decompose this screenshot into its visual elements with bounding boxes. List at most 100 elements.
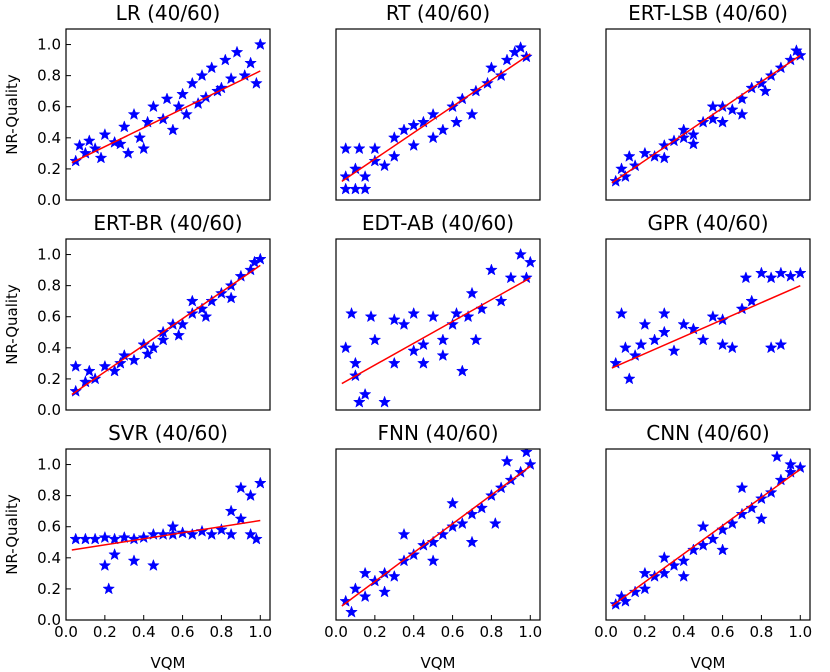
axes-frame: [65, 28, 271, 201]
scatter-point: [253, 252, 267, 265]
scatter-point: [523, 457, 537, 470]
scatter-point: [114, 137, 127, 150]
scatter-point: [407, 344, 421, 357]
scatter-point: [147, 99, 160, 113]
scatter-point: [88, 532, 102, 545]
fit-line: [611, 284, 801, 369]
scatter-point: [485, 263, 498, 276]
axes-frame: [335, 28, 541, 201]
scatter-point: [735, 481, 749, 494]
scatter-point: [166, 519, 180, 533]
scatter-point: [98, 359, 112, 372]
subplot-5: GPR (40/60): [605, 211, 811, 411]
scatter-point: [156, 527, 170, 540]
y-tick-label: 0.8: [37, 67, 61, 85]
scatter-point: [687, 543, 700, 556]
x-tick-label: 0.2: [93, 623, 117, 641]
fit-line: [341, 465, 531, 607]
scatter-points: [69, 476, 267, 595]
scatter-point: [69, 532, 83, 545]
y-tick-label: 0.4: [37, 129, 61, 147]
scatter-point: [224, 71, 238, 85]
scatter-point: [244, 488, 257, 502]
scatter-point: [387, 356, 401, 369]
scatter-point: [127, 554, 141, 567]
scatter-point: [696, 519, 710, 533]
scatter-point: [523, 255, 537, 268]
scatter-point: [195, 302, 209, 315]
scatter-point: [147, 341, 160, 354]
y-tick-label: 0.4: [37, 339, 61, 357]
subplot-title: SVR (40/60): [108, 421, 228, 445]
scatter-point: [244, 527, 257, 540]
scatter-points: [609, 266, 807, 385]
scatter-point: [520, 271, 533, 284]
subplot-title: LR (40/60): [116, 1, 221, 25]
scatter-points: [609, 44, 807, 187]
scatter-point: [745, 501, 759, 514]
scatter-point: [339, 341, 353, 354]
scatter-point: [667, 344, 681, 357]
scatter-point: [455, 516, 469, 530]
scatter-point: [436, 333, 450, 346]
scatter-point: [224, 527, 238, 540]
scatter-point: [417, 356, 430, 369]
scatter-point: [770, 450, 784, 463]
axes-frame: [65, 238, 271, 411]
scatter-point: [764, 271, 778, 284]
scatter-point: [397, 123, 411, 136]
axes-frame: [335, 448, 541, 621]
scatter-point: [79, 532, 92, 545]
x-tick-label: 0.8: [479, 623, 503, 641]
scatter-point: [677, 131, 691, 144]
fit-line: [611, 54, 801, 184]
subplot-title: ERT-LSB (40/60): [628, 1, 788, 25]
y-tick-label: 0.2: [37, 160, 61, 178]
scatter-point: [98, 127, 112, 141]
scatter-point: [218, 53, 232, 66]
x-tick-label: 1.0: [788, 623, 812, 641]
x-axis-label: VQM: [690, 654, 725, 672]
scatter-point: [735, 107, 749, 120]
scatter-point: [696, 538, 710, 551]
scatter-point: [638, 146, 652, 159]
y-tick-label: 0.6: [37, 518, 61, 536]
scatter-point: [687, 127, 700, 141]
scatter-point: [339, 141, 353, 155]
scatter-point: [426, 309, 440, 323]
scatter-point: [465, 535, 479, 548]
y-tick-label: 1.0: [37, 36, 61, 54]
y-tick-label: 0.8: [37, 487, 61, 505]
y-axis-label: NR-Quality: [3, 494, 21, 575]
x-tick-label: 0.2: [633, 623, 657, 641]
scatter-point: [195, 68, 209, 82]
scatter-point: [147, 558, 160, 571]
y-tick-label: 0.4: [37, 549, 61, 567]
fit-line: [71, 264, 261, 396]
y-tick-label: 0.6: [37, 98, 61, 116]
scatter-point: [378, 585, 391, 598]
scatter-point: [378, 159, 391, 172]
scatter-point: [114, 356, 127, 369]
scatter-point: [417, 115, 430, 128]
y-tick-label: 0.0: [37, 191, 61, 209]
subplot-4: EDT-AB (40/60): [335, 211, 541, 411]
fit-line: [71, 70, 261, 164]
scatter-point: [127, 532, 141, 545]
x-tick-label: 0.6: [171, 623, 195, 641]
scatter-point: [615, 306, 628, 320]
y-tick-label: 0.0: [37, 611, 61, 629]
subplot-6: SVR (40/60) 0.0 0.2 0.4 0.6 0.8 1.0 0.0 0.2 0.4 0.…: [3, 421, 272, 672]
scatter-point: [706, 99, 720, 113]
x-tick-label: 0.2: [363, 623, 387, 641]
scatter-point: [622, 372, 636, 385]
scatter-points: [339, 449, 537, 618]
scatter-point: [397, 527, 411, 540]
scatter-point: [98, 530, 112, 544]
scatter-point: [648, 149, 661, 162]
scatter-point: [250, 76, 263, 89]
x-tick-label: 0.4: [132, 623, 156, 641]
scatter-point: [615, 162, 628, 175]
subplot-7: FNN (40/60) 0.0 0.2 0.4 0.6 0.8 1.0 VQM: [324, 421, 542, 672]
